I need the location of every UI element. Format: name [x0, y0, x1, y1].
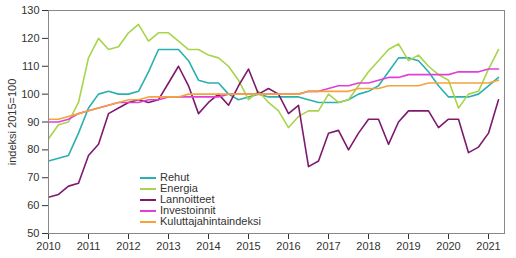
svg-text:110: 110 — [22, 60, 40, 72]
svg-text:2010: 2010 — [36, 240, 60, 252]
html-text:Kuluttajahintaindeksi: Kuluttajahintaindeksi — [160, 215, 261, 227]
svg-text:2013: 2013 — [156, 240, 180, 252]
html-text:Rehut: Rehut — [160, 171, 190, 183]
svg-text:90: 90 — [27, 116, 39, 128]
svg-text:80: 80 — [27, 143, 39, 155]
svg-text:2018: 2018 — [356, 240, 380, 252]
html-text:Energia: Energia — [160, 182, 198, 194]
svg-text:130: 130 — [21, 4, 39, 16]
svg-text:2012: 2012 — [116, 240, 140, 252]
svg-text:120: 120 — [21, 32, 39, 44]
svg-text:2016: 2016 — [276, 240, 300, 252]
svg-text:60: 60 — [27, 199, 39, 211]
html-text:Lannoitteet: Lannoitteet — [160, 193, 215, 205]
svg-text:2015: 2015 — [236, 240, 260, 252]
svg-text:2014: 2014 — [196, 240, 220, 252]
svg-text:2017: 2017 — [316, 240, 340, 252]
svg-text:2020: 2020 — [436, 240, 460, 252]
html-text:Investoinnit: Investoinnit — [160, 204, 216, 216]
svg-text:50: 50 — [27, 227, 39, 239]
svg-text:100: 100 — [21, 88, 39, 100]
svg-text:70: 70 — [27, 171, 39, 183]
svg-text:2021: 2021 — [476, 240, 500, 252]
svg-text:2011: 2011 — [77, 240, 101, 252]
svg-text:indeksi 2015=100: indeksi 2015=100 — [6, 79, 18, 166]
svg-text:2019: 2019 — [396, 240, 420, 252]
